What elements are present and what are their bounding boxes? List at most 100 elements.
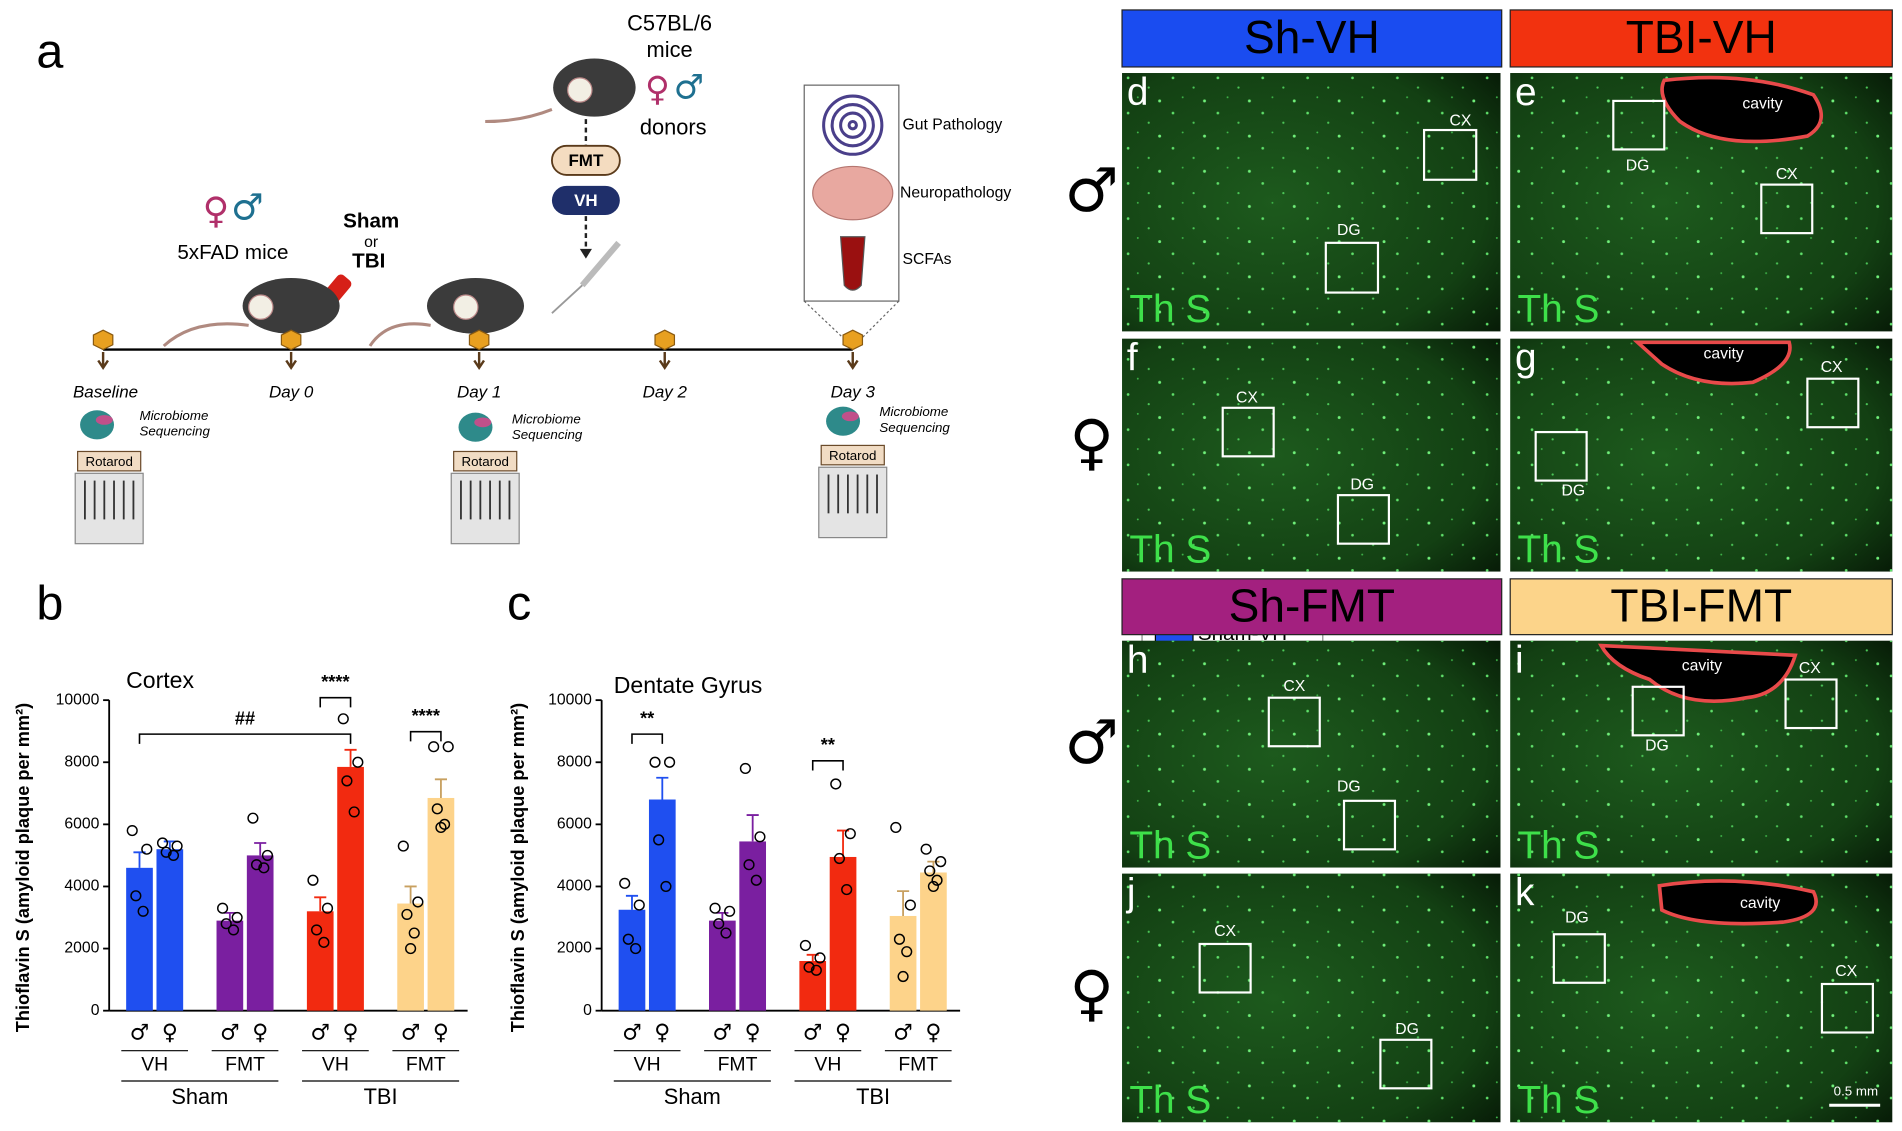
syringe-tube bbox=[551, 284, 583, 314]
y-tick-label: 8000 bbox=[557, 753, 592, 770]
fmt-pill bbox=[551, 144, 621, 176]
panel-label: a bbox=[36, 25, 63, 79]
cavity-outline bbox=[1660, 75, 1823, 144]
timeline-marker bbox=[654, 329, 676, 351]
panel-label: b bbox=[36, 577, 63, 631]
injury-label: or bbox=[364, 234, 378, 251]
rotarod-label: Rotarod bbox=[829, 448, 876, 463]
panel-label: f bbox=[1127, 337, 1138, 380]
bar bbox=[799, 960, 827, 1011]
x-tick-label: ♀ bbox=[433, 1021, 449, 1046]
data-point bbox=[428, 741, 440, 753]
data-point bbox=[841, 883, 853, 896]
data-point bbox=[799, 939, 812, 952]
image-panels: Sh-VH TBI-VH Sh-FMT TBI-FMT ♂ ♀ ♂ ♀ d Th S CX DG e Th… bbox=[1065, 9, 1893, 1123]
significance-bracket bbox=[409, 730, 442, 742]
region-box bbox=[1336, 494, 1390, 545]
donor-mice: mice bbox=[647, 37, 693, 62]
microbiome-label: Sequencing bbox=[879, 420, 950, 435]
error-bar bbox=[806, 953, 819, 961]
subgroup-label: FMT bbox=[718, 1053, 758, 1075]
region-label: CX bbox=[1776, 166, 1798, 183]
data-point bbox=[931, 874, 943, 886]
x-tick-label: ♀ bbox=[343, 1021, 359, 1046]
x-tick-label: ♂ bbox=[401, 1021, 421, 1046]
region-label: CX bbox=[1283, 678, 1305, 695]
y-tick-label: 8000 bbox=[64, 753, 99, 770]
stain-label: Th S bbox=[1517, 1079, 1599, 1122]
region-label: CX bbox=[1821, 359, 1843, 376]
rotarod-tag bbox=[820, 444, 885, 466]
microbiome-label: Microbiome bbox=[879, 404, 948, 419]
bar bbox=[216, 920, 244, 1011]
subgroup-label: VH bbox=[814, 1053, 841, 1075]
timeline-label: Day 1 bbox=[457, 383, 501, 402]
injury-label: Sham bbox=[343, 210, 399, 233]
y-tick-label: 2000 bbox=[64, 940, 99, 957]
region-box bbox=[1267, 696, 1321, 748]
subgroup-label: FMT bbox=[225, 1053, 265, 1075]
data-point bbox=[754, 831, 766, 843]
x-tick-label: ♀ bbox=[745, 1021, 761, 1046]
group-label: TBI bbox=[856, 1084, 890, 1109]
subgroup-label: VH bbox=[322, 1053, 349, 1075]
bar bbox=[427, 797, 455, 1011]
bar bbox=[156, 849, 184, 1011]
microbiome-icon bbox=[474, 417, 492, 428]
sex-label: ♂ bbox=[1065, 156, 1119, 226]
data-point bbox=[141, 843, 153, 855]
region-label: DG bbox=[1337, 779, 1361, 796]
timeline-markers: Baseline Day 0 Day 1 Day 2 Day 3MicrobiomeSe… bbox=[73, 329, 950, 545]
subgroup-label: FMT bbox=[898, 1053, 938, 1075]
group-label: TBI bbox=[364, 1084, 398, 1109]
microbiome-icon bbox=[95, 415, 113, 425]
data-point bbox=[258, 862, 270, 874]
data-point bbox=[622, 933, 634, 945]
data-point bbox=[660, 880, 672, 893]
data-point bbox=[431, 803, 443, 815]
dotted-line bbox=[855, 300, 900, 344]
stain-label: Th S bbox=[1517, 288, 1599, 331]
outcome-label: SCFAs bbox=[902, 251, 951, 268]
rotarod-apparatus bbox=[818, 466, 888, 539]
micrograph-plaques bbox=[1122, 338, 1501, 572]
data-point bbox=[408, 927, 420, 939]
group-header-label: TBI-FMT bbox=[1610, 579, 1792, 631]
mouse bbox=[242, 278, 340, 334]
subgroup-label: VH bbox=[634, 1053, 661, 1075]
timeline-label: Day 3 bbox=[831, 383, 876, 402]
donors: donors bbox=[640, 115, 707, 140]
y-tick-label: 10000 bbox=[56, 691, 100, 708]
male-symbol: ♂ bbox=[231, 185, 264, 228]
microbiome-icon bbox=[80, 410, 115, 440]
data-point bbox=[830, 778, 842, 790]
significance-bracket bbox=[138, 733, 352, 744]
data-point bbox=[321, 902, 334, 914]
group-header bbox=[1509, 9, 1893, 68]
y-axis-label: Thioflavin S (amyloid plaque per mm²) bbox=[13, 703, 33, 1032]
region-label: DG bbox=[1565, 910, 1589, 927]
rotarod-tag bbox=[453, 450, 518, 472]
group-header bbox=[1121, 9, 1503, 68]
data-point bbox=[348, 806, 360, 818]
timeline-label: Baseline bbox=[73, 383, 138, 402]
recipients: 5xFAD mice bbox=[177, 241, 288, 264]
group-label: Sham bbox=[664, 1084, 721, 1109]
data-point bbox=[893, 933, 906, 945]
injury-label: TBI bbox=[352, 250, 385, 273]
region-label: CX bbox=[1799, 660, 1821, 677]
x-tick-label: ♂ bbox=[803, 1021, 823, 1046]
data-point bbox=[833, 852, 845, 865]
data-point bbox=[442, 741, 454, 753]
microbiome-icon bbox=[841, 411, 859, 422]
region-box bbox=[1534, 430, 1588, 482]
data-point bbox=[397, 840, 409, 852]
bar bbox=[337, 766, 364, 1011]
bar bbox=[709, 920, 736, 1011]
error-bar bbox=[314, 896, 327, 912]
sex-label: ♂ bbox=[1065, 708, 1119, 778]
data-point bbox=[649, 756, 661, 768]
data-point bbox=[630, 942, 642, 955]
region-label: DG bbox=[1395, 1021, 1419, 1038]
y-tick-label: 6000 bbox=[64, 816, 99, 833]
